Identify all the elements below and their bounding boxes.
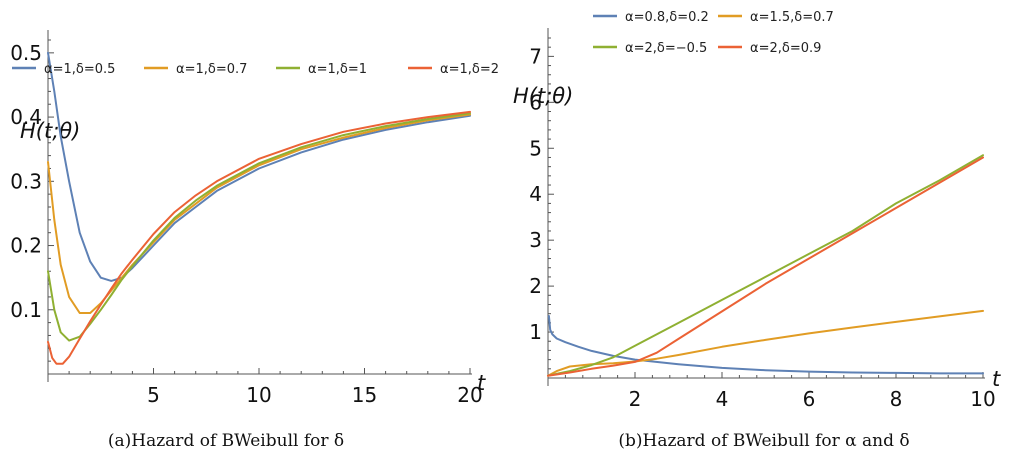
series-line-1 (547, 315, 984, 375)
panel-caption: (b)Hazard of BWeibull for α and δ (618, 431, 909, 451)
y-tick-label: 3 (529, 228, 542, 252)
x-tick-label: 20 (457, 383, 482, 407)
y-tick-label: 2 (529, 274, 542, 298)
x-tick-label: 6 (803, 387, 816, 411)
legend-label-2: α=1,δ=0.7 (176, 62, 247, 77)
series-line-2 (47, 113, 471, 314)
y-tick-label: 0.4 (10, 105, 42, 129)
series-line-1 (47, 51, 471, 282)
x-tick-label: 15 (352, 383, 377, 407)
y-tick-label: 1 (529, 320, 542, 344)
series-line-4 (47, 110, 471, 365)
y-tick-label: 0.5 (10, 41, 42, 65)
y-tick-label: 5 (529, 136, 542, 160)
series-line-4 (547, 156, 984, 377)
x-tick-label: 2 (629, 387, 642, 411)
series-line-3 (547, 154, 984, 377)
legend-label-4: α=2,δ=0.9 (750, 41, 821, 56)
legend-label-3: α=2,δ=−0.5 (625, 41, 707, 56)
x-tick-label: 4 (716, 387, 729, 411)
y-axis-title: H(t;θ) (20, 119, 80, 143)
x-tick-label: 5 (147, 383, 160, 407)
y-tick-label: 7 (529, 44, 542, 68)
x-tick-label: 10 (970, 387, 995, 411)
y-tick-label: 4 (529, 182, 542, 206)
y-tick-label: 0.3 (10, 169, 42, 193)
series-line-2 (547, 309, 984, 377)
y-axis-title: H(t;θ) (513, 84, 573, 108)
legend-label-4: α=1,δ=2 (440, 62, 499, 77)
legend-label-2: α=1.5,δ=0.7 (750, 10, 834, 25)
y-tick-label: 6 (529, 90, 542, 114)
x-tick-label: 8 (890, 387, 903, 411)
x-axis-title: t (477, 371, 486, 395)
legend-label-3: α=1,δ=1 (308, 62, 367, 77)
series-line-3 (47, 112, 471, 342)
x-axis-title: t (992, 367, 1001, 391)
y-tick-label: 0.2 (10, 234, 42, 258)
legend-label-1: α=1,δ=0.5 (44, 62, 115, 77)
x-tick-label: 10 (246, 383, 271, 407)
legend-label-1: α=0.8,δ=0.2 (625, 10, 709, 25)
y-tick-label: 0.1 (10, 298, 42, 322)
chart-panel-a: 5 10 15 20 0.1 0.2 0.3 0.4 0.5 H(t;θ) t α=1,δ=0.5 α=… (10, 30, 499, 451)
panel-caption: (a)Hazard of BWeibull for δ (108, 431, 344, 451)
